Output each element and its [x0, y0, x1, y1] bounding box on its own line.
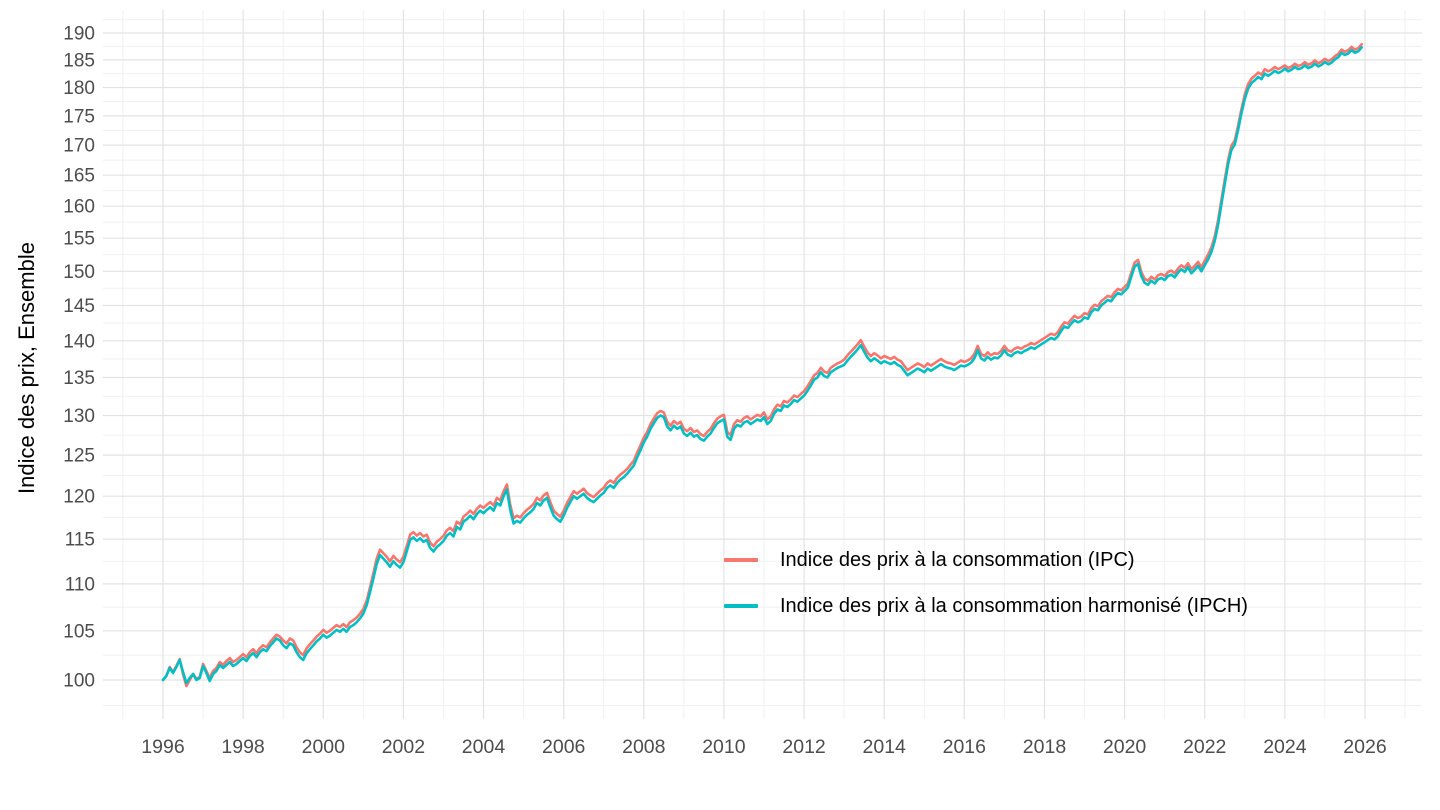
x-tick-label: 1996: [141, 736, 184, 758]
legend-label-ipch: Indice des prix à la consommation harmon…: [780, 595, 1248, 617]
gridlines-minor: [103, 10, 1422, 719]
x-tick-label: 2000: [302, 736, 346, 758]
y-axis-tick-labels: 100 105 110 115 120 125 130 135 140 145 150 155 160 1…: [63, 24, 95, 692]
x-axis-tick-labels: 1996 1998 2000 2002 2004 2006 2008 2010 2012 2014…: [141, 736, 1386, 758]
x-tick-label: 2004: [462, 736, 506, 758]
y-tick-label: 180: [63, 78, 95, 99]
legend-item-ipc: Indice des prix à la consommation (IPC): [724, 545, 1248, 575]
ipc-line: [161, 42, 1363, 688]
x-tick-label: 1998: [221, 736, 264, 758]
y-axis-title: Indice des prix, Ensemble: [14, 242, 39, 494]
x-tick-label: 2026: [1343, 736, 1386, 758]
x-tick-label: 2012: [782, 736, 825, 758]
y-tick-label: 155: [63, 229, 95, 250]
legend: Indice des prix à la consommation (IPC) …: [724, 545, 1248, 621]
x-tick-label: 2024: [1263, 736, 1307, 758]
legend-label-ipc: Indice des prix à la consommation (IPC): [780, 549, 1135, 571]
y-tick-label: 170: [63, 136, 95, 157]
y-tick-label: 175: [63, 106, 95, 127]
y-tick-label: 165: [63, 166, 95, 187]
y-tick-label: 135: [63, 368, 95, 389]
y-tick-label: 145: [63, 296, 95, 317]
ipch-legend-key-line: [724, 604, 758, 608]
ipc-legend-key-line: [724, 558, 758, 562]
y-tick-label: 110: [65, 574, 95, 595]
x-tick-label: 2006: [542, 736, 585, 758]
x-tick-label: 2010: [702, 736, 746, 758]
x-tick-label: 2020: [1103, 736, 1147, 758]
y-tick-label: 120: [63, 487, 95, 508]
x-tick-label: 2008: [622, 736, 665, 758]
x-tick-label: 2014: [863, 736, 907, 758]
legend-item-ipch: Indice des prix à la consommation harmon…: [724, 591, 1248, 621]
gridlines-major: [103, 10, 1422, 719]
y-tick-label: 185: [63, 50, 95, 71]
y-tick-label: 105: [63, 621, 95, 642]
y-tick-label: 130: [63, 406, 95, 427]
x-tick-label: 2016: [943, 736, 986, 758]
y-tick-label: 115: [65, 530, 95, 551]
y-tick-label: 125: [63, 446, 95, 467]
x-tick-label: 2022: [1183, 736, 1226, 758]
y-tick-label: 100: [63, 671, 95, 692]
x-tick-label: 2002: [382, 736, 425, 758]
y-tick-label: 150: [63, 262, 95, 283]
y-tick-label: 160: [63, 197, 95, 218]
x-tick-label: 2018: [1023, 736, 1066, 758]
y-tick-label: 190: [63, 24, 95, 45]
y-tick-label: 140: [63, 331, 95, 352]
ipch-line: [161, 46, 1363, 685]
